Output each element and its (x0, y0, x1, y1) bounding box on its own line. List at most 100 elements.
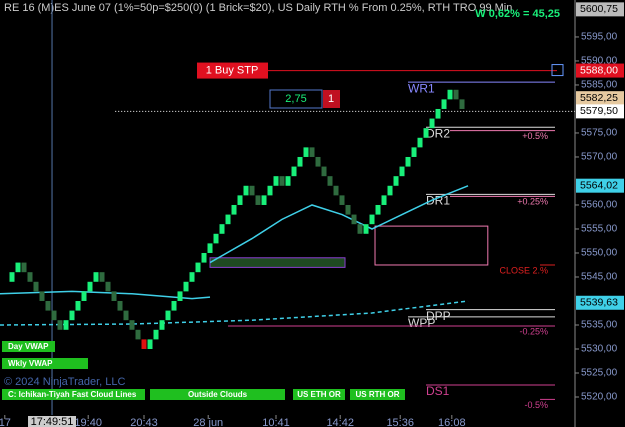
price-box-label: 5564,02 (580, 179, 618, 191)
brick (399, 166, 405, 177)
legend-label: US ETH OR (297, 390, 341, 399)
status: W 0,62% = 45,25 (475, 8, 560, 20)
level-label: CLOSE 2.% (499, 265, 548, 275)
brick (15, 262, 21, 273)
price-box-label: 5579,50 (580, 105, 618, 117)
brick (267, 185, 273, 196)
pnl-label: 2,75 (285, 93, 306, 105)
legend-chip (2, 389, 145, 400)
cursor-box (28, 416, 77, 427)
brick (93, 272, 99, 282)
price-box (576, 91, 624, 106)
order-label: 1 Buy STP (206, 64, 259, 76)
brick (423, 128, 429, 138)
x-tick-label: 19:40 (74, 417, 102, 427)
legend-chip (150, 389, 285, 400)
brick (81, 291, 87, 301)
brick (45, 300, 51, 311)
brick (153, 329, 159, 340)
brick (393, 176, 399, 186)
qty-label: 1 (328, 93, 334, 105)
y-tick-label: 5520,00 (581, 392, 618, 403)
level-label: -0.5% (524, 400, 548, 410)
legend-chip (2, 341, 55, 352)
brick (291, 166, 297, 177)
brick (327, 176, 333, 186)
brick (201, 252, 207, 263)
brick (375, 204, 381, 215)
y-tick-label: 5590,00 (581, 56, 618, 67)
brick (279, 176, 285, 186)
brick (249, 185, 255, 196)
brick (339, 195, 345, 205)
legend-chip (2, 358, 88, 369)
y-tick-label: 5545,00 (581, 272, 618, 283)
price-box (576, 104, 624, 119)
indicator-line (0, 300, 469, 326)
x-tick-label: 16:08 (438, 417, 466, 427)
chart-title: RE 16 (M)ES June 07 (1%=50p=$250(0) (1 B… (4, 2, 512, 14)
level-label: +0.25% (517, 197, 548, 207)
brick (237, 195, 243, 205)
brick (309, 147, 315, 157)
x-tick-label: 17 (0, 417, 11, 427)
price-box-label: 5600,75 (580, 3, 618, 15)
brick (213, 233, 219, 244)
pnl-box (269, 89, 323, 109)
brick (441, 99, 447, 109)
legend-label: Day VWAP (8, 342, 49, 351)
brick (129, 320, 135, 330)
legend-label: US RTH OR (356, 390, 400, 399)
brick (387, 185, 393, 196)
level-label: WR1 (408, 81, 435, 95)
x-tick-label: 28 jun (193, 417, 223, 427)
price-box (576, 178, 624, 193)
brick (297, 156, 303, 167)
y-tick-label: 5535,00 (581, 320, 618, 331)
legend-chip (293, 389, 345, 400)
brick (261, 195, 267, 205)
brick (171, 300, 177, 311)
brick (381, 195, 387, 205)
brick (357, 224, 363, 234)
close-order[interactable] (551, 64, 564, 77)
x-tick-label: 14:42 (326, 417, 354, 427)
brick (195, 262, 201, 273)
brick (345, 204, 351, 215)
price-box-label: 5588,00 (580, 64, 618, 76)
level-label: +0.5% (522, 131, 548, 141)
y-tick-label: 5525,00 (581, 368, 618, 379)
legend-label: Outside Clouds (188, 390, 248, 399)
brick (429, 118, 435, 129)
y-tick-label: 5585,00 (581, 80, 618, 91)
price-box (576, 63, 624, 78)
brick (369, 214, 375, 225)
brick (189, 272, 195, 282)
price-box (576, 2, 624, 17)
x-tick-label: 15:36 (386, 417, 414, 427)
brick (69, 310, 75, 321)
brick (219, 224, 225, 234)
brick (333, 185, 339, 196)
legend-label: Wkly VWAP (8, 359, 53, 368)
zone (209, 257, 346, 268)
brick (225, 214, 231, 225)
level-label: -0.25% (519, 326, 548, 336)
brick (21, 262, 27, 273)
brick (123, 310, 129, 321)
y-tick-label: 5550,00 (581, 248, 618, 259)
brick (255, 195, 261, 205)
indicator-line (209, 185, 469, 264)
cursor-label: 17:49:51 (31, 416, 74, 427)
brick (135, 329, 141, 340)
brick (447, 89, 453, 100)
brick (315, 156, 321, 167)
brick (147, 339, 153, 349)
order-box[interactable] (197, 62, 268, 79)
brick (243, 185, 249, 196)
price-box (576, 295, 624, 310)
copyright: © 2024 NinjaTrader, LLC (4, 376, 125, 388)
brick (405, 156, 411, 167)
legend-chip (350, 389, 405, 400)
y-tick-label: 5595,00 (581, 32, 618, 43)
